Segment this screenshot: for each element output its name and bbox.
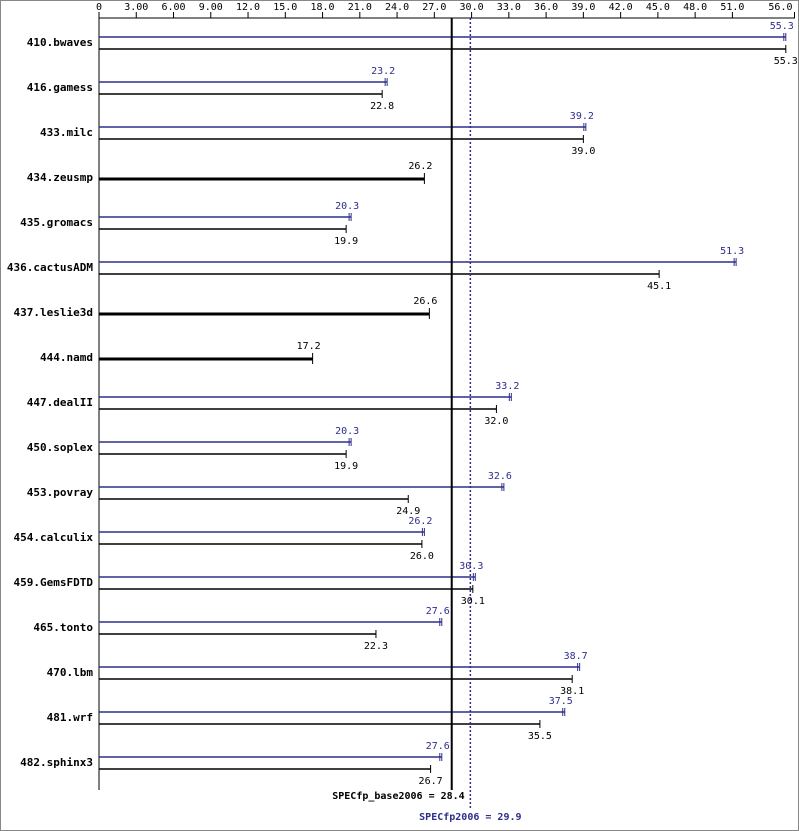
value-label: 45.1: [647, 281, 671, 292]
value-label: 22.3: [364, 641, 388, 652]
value-label: 27.6: [426, 741, 450, 752]
category-label: 437.leslie3d: [14, 306, 93, 319]
x-tick-label: 21.0: [348, 2, 372, 13]
value-label: 19.9: [334, 236, 358, 247]
value-label: 33.2: [495, 381, 519, 392]
category-label: 450.soplex: [27, 441, 94, 454]
reference-label: SPECfp2006 = 29.9: [419, 812, 521, 823]
x-tick-label: 39.0: [571, 2, 595, 13]
x-tick-label: 15.0: [273, 2, 297, 13]
x-tick-label: 51.0: [720, 2, 744, 13]
category-label: 444.namd: [40, 351, 93, 364]
category-label: 453.povray: [27, 486, 94, 499]
x-tick-label: 27.0: [422, 2, 446, 13]
x-tick-label: 9.00: [199, 2, 223, 13]
reference-label: SPECfp_base2006 = 28.4: [332, 791, 464, 802]
x-tick-label: 3.00: [124, 2, 148, 13]
value-label: 39.0: [571, 146, 595, 157]
category-label: 482.sphinx3: [20, 756, 93, 769]
category-label: 465.tonto: [33, 621, 93, 634]
x-tick-label: 6.00: [161, 2, 185, 13]
x-tick-label: 56.0: [768, 2, 792, 13]
category-label: 447.dealII: [27, 396, 93, 409]
x-tick-label: 36.0: [534, 2, 558, 13]
value-label: 22.8: [370, 101, 394, 112]
x-tick-label: 0: [96, 2, 102, 13]
x-tick-label: 42.0: [609, 2, 633, 13]
category-label: 434.zeusmp: [27, 171, 94, 184]
value-label: 26.2: [408, 516, 432, 527]
value-label: 37.5: [549, 696, 573, 707]
value-label: 20.3: [335, 426, 359, 437]
value-label: 39.2: [570, 111, 594, 122]
value-label: 26.7: [419, 776, 443, 787]
value-label: 27.6: [426, 606, 450, 617]
value-label: 38.1: [560, 686, 584, 697]
value-label: 20.3: [335, 201, 359, 212]
value-label: 19.9: [334, 461, 358, 472]
category-label: 454.calculix: [14, 531, 94, 544]
value-label: 26.2: [408, 161, 432, 172]
x-tick-label: 48.0: [683, 2, 707, 13]
category-label: 410.bwaves: [27, 36, 93, 49]
value-label: 32.6: [488, 471, 512, 482]
value-label: 26.6: [413, 296, 437, 307]
value-label: 17.2: [297, 341, 321, 352]
category-label: 433.milc: [40, 126, 93, 139]
x-tick-label: 18.0: [311, 2, 335, 13]
value-label: 23.2: [371, 66, 395, 77]
value-label: 55.3: [770, 21, 794, 32]
category-label: 481.wrf: [47, 711, 93, 724]
value-label: 38.7: [564, 651, 588, 662]
value-label: 30.3: [459, 561, 483, 572]
category-label: 436.cactusADM: [7, 261, 93, 274]
value-label: 32.0: [484, 416, 508, 427]
x-tick-label: 12.0: [236, 2, 260, 13]
category-label: 459.GemsFDTD: [14, 576, 94, 589]
value-label: 30.1: [461, 596, 485, 607]
category-label: 416.gamess: [27, 81, 93, 94]
x-tick-label: 30.0: [460, 2, 484, 13]
x-tick-label: 45.0: [646, 2, 670, 13]
x-tick-label: 33.0: [497, 2, 521, 13]
category-label: 435.gromacs: [20, 216, 93, 229]
value-label: 51.3: [720, 246, 744, 257]
value-label: 26.0: [410, 551, 434, 562]
value-label: 24.9: [396, 506, 420, 517]
x-tick-label: 24.0: [385, 2, 409, 13]
value-label: 55.3: [774, 56, 798, 67]
value-label: 35.5: [528, 731, 552, 742]
category-label: 470.lbm: [47, 666, 94, 679]
